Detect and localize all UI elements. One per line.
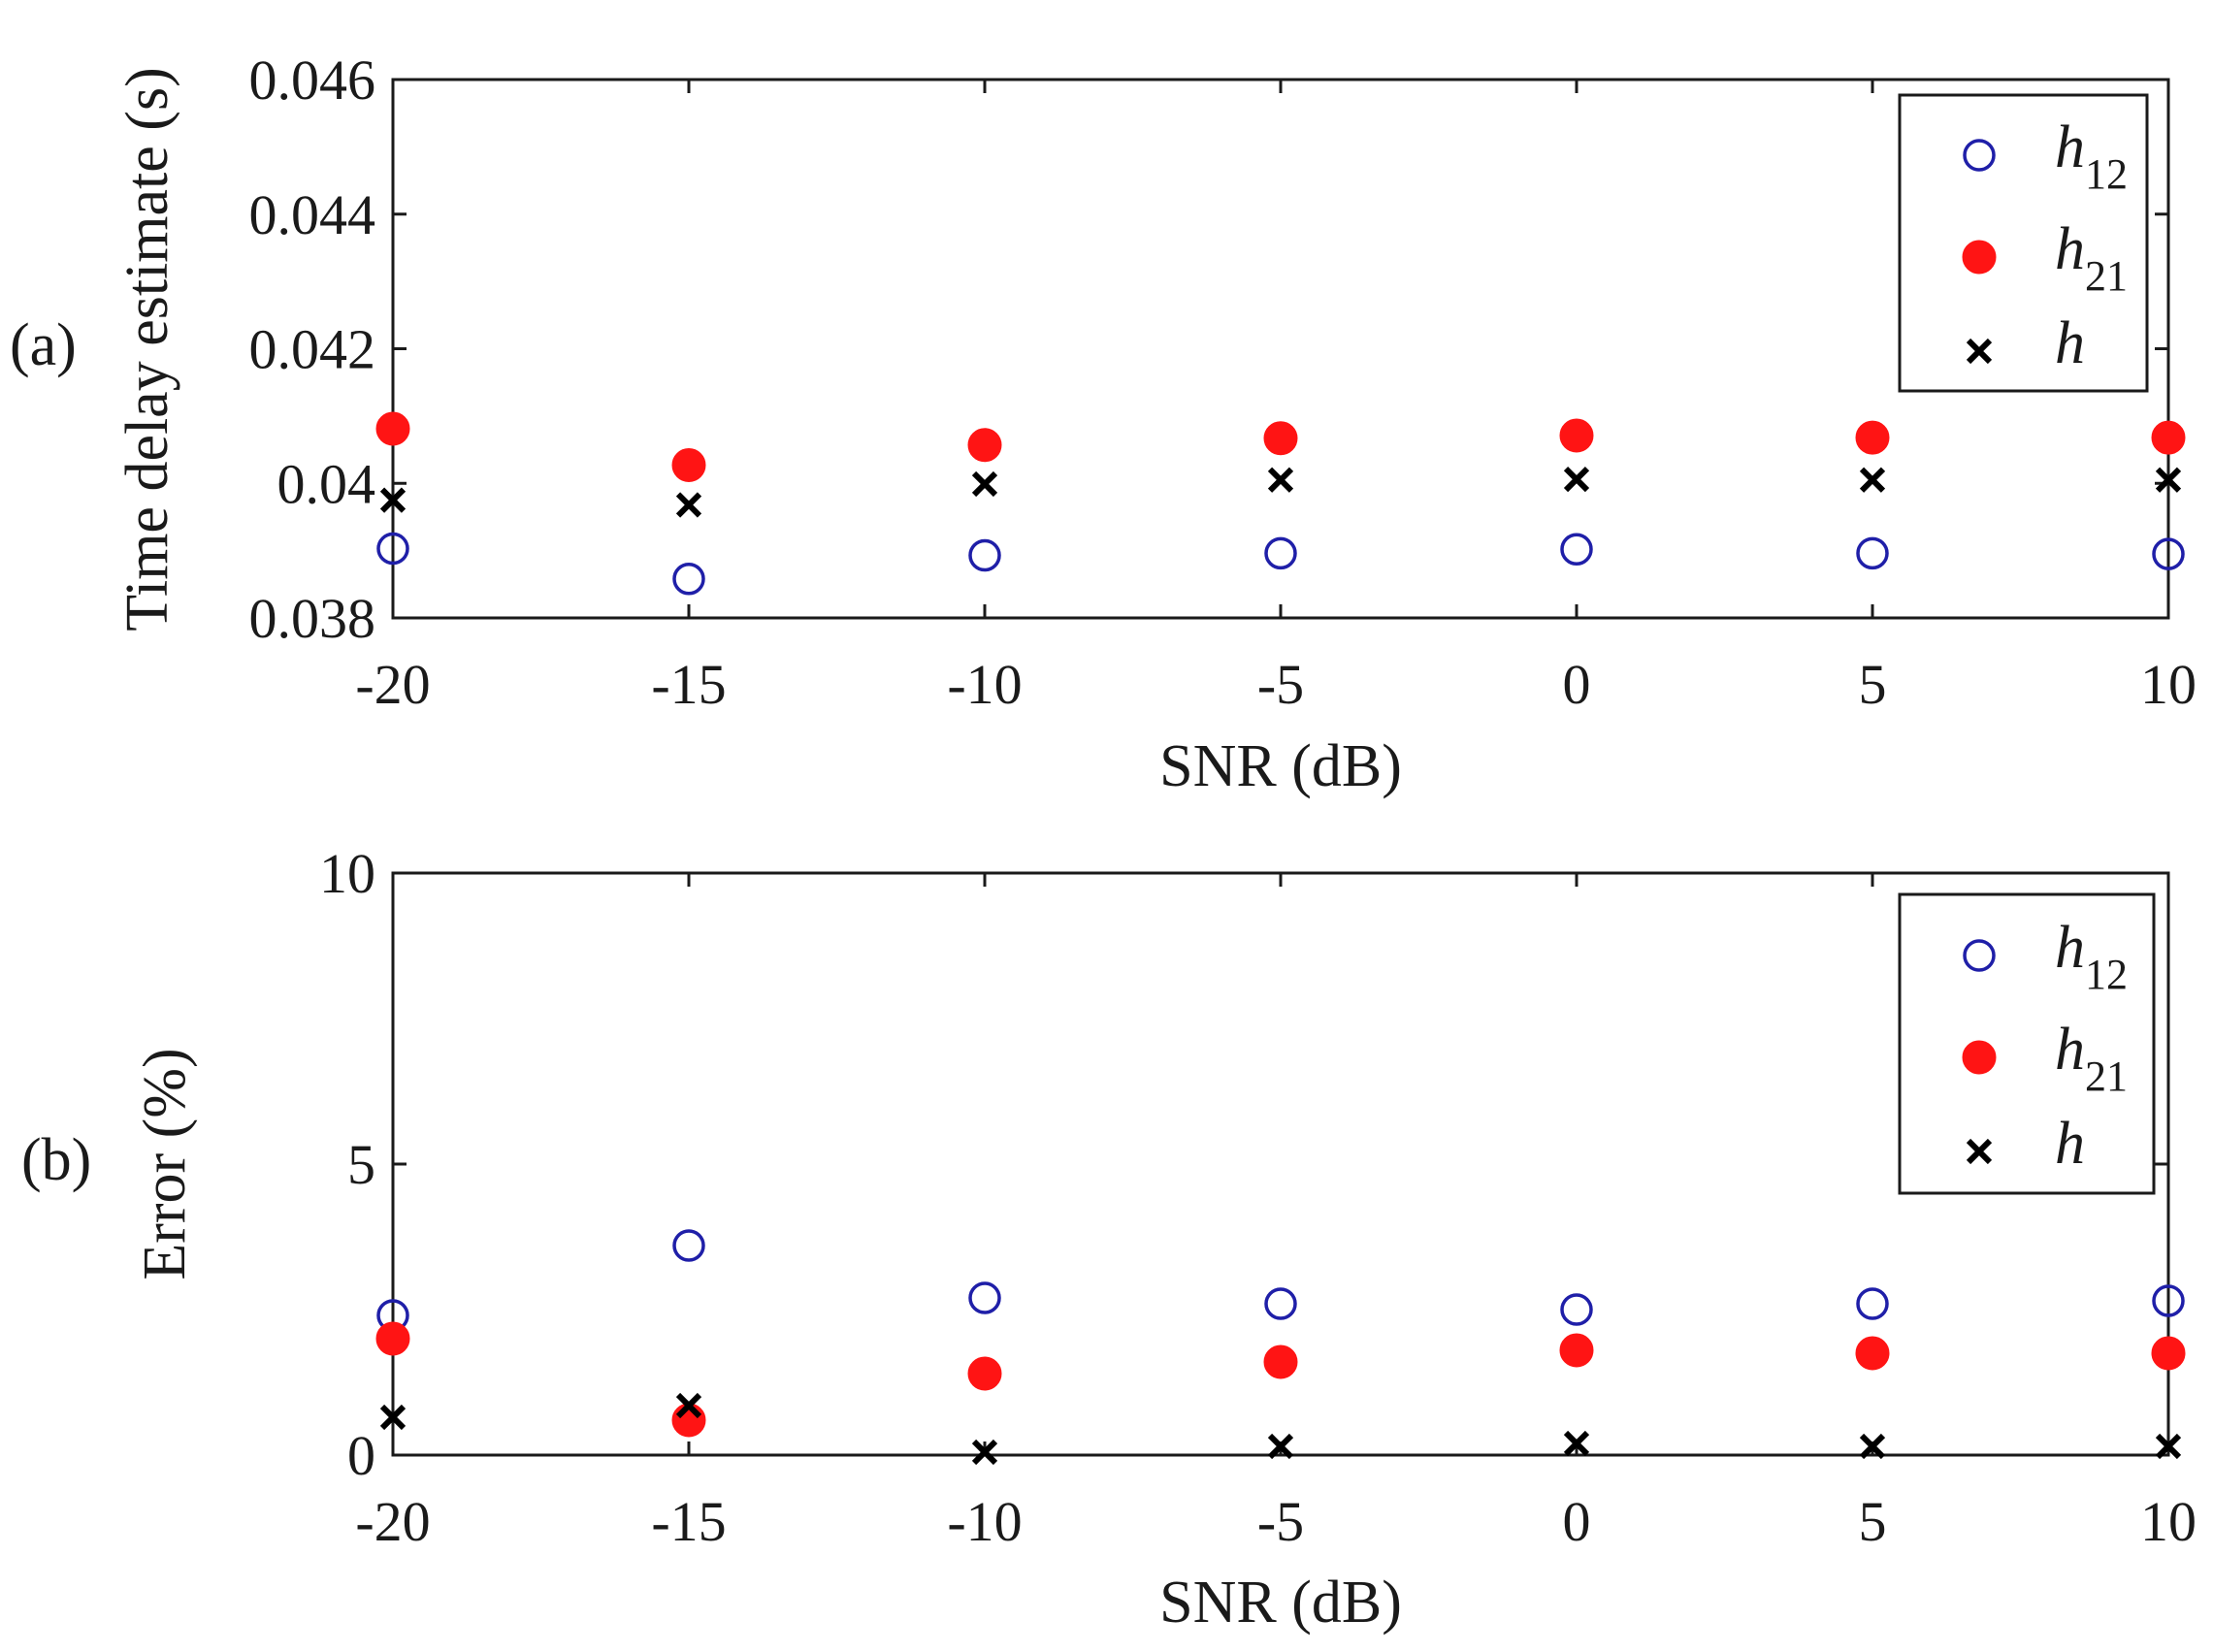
legend-label-h12: h12 bbox=[2055, 915, 2128, 998]
legend: h12 h21 h bbox=[1898, 93, 2149, 393]
x-tick-label: -10 bbox=[947, 1490, 1022, 1553]
data-point-h21 bbox=[375, 411, 410, 446]
data-point-h21 bbox=[2151, 1336, 2186, 1371]
legend-box bbox=[1898, 892, 2156, 1195]
data-point-h12 bbox=[1264, 536, 1297, 570]
data-point-h12 bbox=[1264, 1287, 1297, 1320]
x-tick-label: -20 bbox=[355, 1490, 430, 1553]
data-point-h12 bbox=[968, 538, 1001, 572]
y-tick-label: 10 bbox=[319, 842, 375, 905]
data-point-h bbox=[675, 492, 702, 518]
data-point-h bbox=[1563, 1430, 1590, 1457]
x-tick-label: -20 bbox=[355, 653, 430, 716]
data-point-h21 bbox=[1855, 1336, 1890, 1371]
legend-label-h12: h12 bbox=[2055, 114, 2128, 198]
data-point-h21 bbox=[671, 448, 706, 483]
panel-label: (b) bbox=[21, 1127, 91, 1193]
y-tick-label: 0.044 bbox=[249, 183, 376, 246]
data-point-h21 bbox=[967, 428, 1002, 463]
data-point-h12 bbox=[1560, 1293, 1593, 1326]
data-point-h bbox=[2155, 1433, 2182, 1460]
data-point-h bbox=[1859, 1433, 1886, 1460]
legend-marker-h12 bbox=[1963, 139, 1996, 172]
x-tick-label: 0 bbox=[1563, 1490, 1591, 1553]
x-tick-label: -5 bbox=[1257, 653, 1304, 716]
y-axis-label: Error (%) bbox=[132, 1048, 198, 1279]
data-point-h12 bbox=[376, 532, 409, 566]
data-point-h21 bbox=[2151, 420, 2186, 455]
data-point-h bbox=[2155, 467, 2182, 493]
data-point-h12 bbox=[672, 1229, 705, 1262]
data-point-h12 bbox=[672, 563, 705, 596]
data-point-h21 bbox=[1559, 1333, 1594, 1368]
data-point-h bbox=[1267, 1433, 1294, 1460]
y-tick-label: 0.046 bbox=[249, 49, 376, 112]
x-tick-label: 5 bbox=[1859, 653, 1887, 716]
data-point-h12 bbox=[2152, 537, 2185, 570]
y-tick-label: 0.04 bbox=[277, 452, 376, 515]
series-h12 bbox=[376, 1229, 2185, 1332]
legend-marker-h bbox=[1966, 1138, 1993, 1165]
data-point-h21 bbox=[375, 1321, 410, 1356]
y-tick-label: 0 bbox=[347, 1424, 375, 1487]
data-point-h12 bbox=[968, 1281, 1001, 1314]
series-h bbox=[379, 466, 2182, 518]
data-point-h21 bbox=[1559, 418, 1594, 453]
y-tick-label: 0.038 bbox=[249, 587, 376, 650]
data-point-h12 bbox=[1560, 533, 1593, 566]
legend-marker-h21 bbox=[1962, 1040, 1997, 1075]
x-tick-label: 5 bbox=[1859, 1490, 1887, 1553]
legend-label-h: h bbox=[2055, 310, 2085, 376]
data-point-h21 bbox=[1263, 421, 1298, 456]
data-point-h21 bbox=[1855, 420, 1890, 455]
data-point-h bbox=[1859, 467, 1886, 493]
data-point-h12 bbox=[1856, 536, 1889, 570]
x-axis-label: SNR (dB) bbox=[1159, 733, 1402, 799]
legend-label-h: h bbox=[2055, 1111, 2085, 1177]
y-tick-label: 5 bbox=[347, 1133, 375, 1196]
legend-marker-h bbox=[1966, 338, 1993, 365]
x-tick-label: -10 bbox=[947, 653, 1022, 716]
data-point-h21 bbox=[1263, 1344, 1298, 1379]
x-tick-label: 10 bbox=[2140, 1490, 2197, 1553]
series-h21 bbox=[375, 411, 2186, 483]
x-tick-label: -5 bbox=[1257, 1490, 1304, 1553]
y-axis-label: Time delay estimate (s) bbox=[114, 67, 180, 631]
chart-panel-a: -20 -15 -10 -5 0 5 10 0.038 0.04 0.042 0.044 0.046 S… bbox=[10, 49, 2197, 799]
legend-box bbox=[1898, 93, 2149, 393]
data-point-h12 bbox=[2152, 1284, 2185, 1317]
data-point-h bbox=[971, 1439, 998, 1466]
series-h12 bbox=[376, 532, 2185, 596]
x-tick-label: 10 bbox=[2140, 653, 2197, 716]
legend-marker-h12 bbox=[1963, 939, 1996, 972]
legend-marker-h21 bbox=[1962, 240, 1997, 275]
series-h21 bbox=[375, 1321, 2186, 1438]
data-point-h bbox=[1267, 467, 1294, 493]
data-point-h bbox=[379, 487, 407, 513]
x-tick-label: -15 bbox=[651, 653, 726, 716]
data-point-h bbox=[675, 1392, 702, 1419]
legend-label-h21: h21 bbox=[2055, 216, 2128, 300]
legend-label-h21: h21 bbox=[2055, 1017, 2128, 1100]
data-point-h12 bbox=[1856, 1287, 1889, 1320]
x-tick-label: 0 bbox=[1563, 653, 1591, 716]
data-point-h bbox=[379, 1404, 407, 1431]
x-tick-label: -15 bbox=[651, 1490, 726, 1553]
legend: h12 h21 h bbox=[1898, 892, 2156, 1195]
data-point-h bbox=[1563, 466, 1590, 493]
chart-panel-b: -20 -15 -10 -5 0 5 10 0 5 10 SNR (dB) Error (%) (b) h… bbox=[21, 842, 2197, 1636]
x-axis-label: SNR (dB) bbox=[1159, 1570, 1402, 1636]
series-h bbox=[379, 1392, 2182, 1466]
y-tick-label: 0.042 bbox=[249, 318, 376, 381]
data-point-h21 bbox=[967, 1356, 1002, 1391]
data-point-h bbox=[971, 470, 998, 498]
panel-label: (a) bbox=[10, 312, 77, 378]
